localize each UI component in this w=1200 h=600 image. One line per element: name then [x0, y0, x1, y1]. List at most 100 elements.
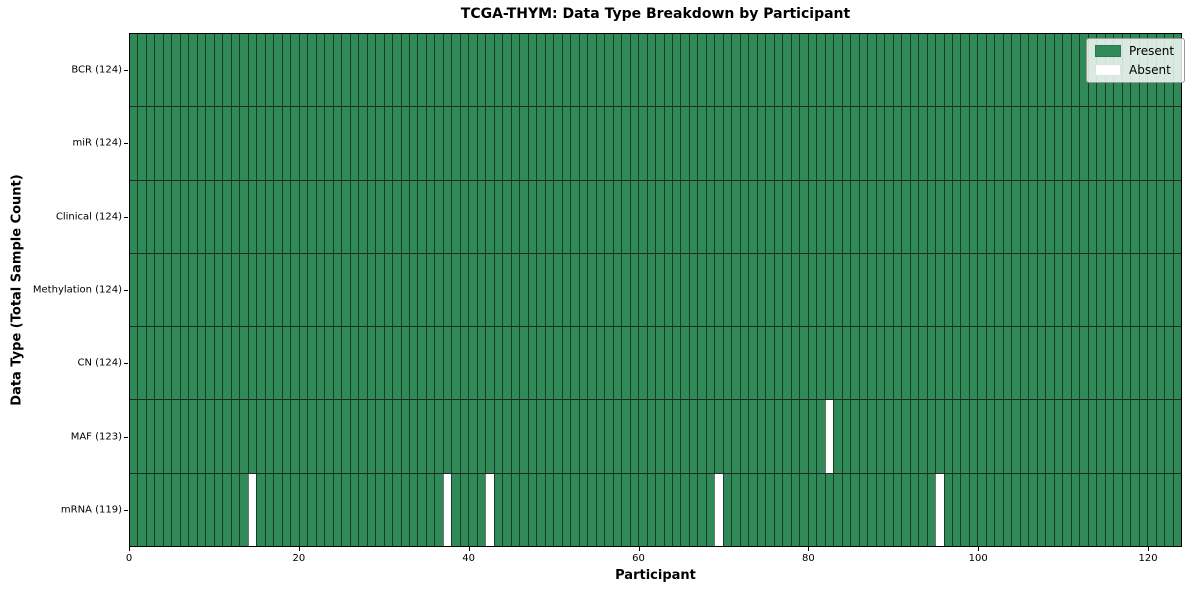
heatmap-cell	[264, 107, 274, 180]
heatmap-cell	[527, 473, 537, 546]
heatmap-cell	[748, 180, 757, 253]
heatmap-cell	[1087, 400, 1097, 473]
legend-item-absent: Absent	[1095, 63, 1174, 77]
heatmap-cell	[281, 107, 291, 180]
heatmap-cell	[561, 253, 571, 327]
heatmap-cell	[790, 400, 800, 473]
heatmap-cell	[1045, 34, 1054, 107]
heatmap-cell	[799, 180, 808, 253]
heatmap-cell	[527, 180, 537, 253]
heatmap-cell	[867, 253, 876, 327]
legend-label: Absent	[1129, 63, 1171, 77]
heatmap-cell	[960, 34, 969, 107]
heatmap-cell	[697, 327, 706, 400]
heatmap-cell	[722, 107, 732, 180]
heatmap-cell	[281, 180, 291, 253]
heatmap-cell	[1172, 400, 1182, 473]
heatmap-cell	[375, 327, 384, 400]
heatmap-row-methylation	[130, 253, 1182, 328]
heatmap-cell	[298, 107, 308, 180]
heatmap-cell	[468, 34, 477, 107]
ytick-mark	[124, 217, 128, 218]
heatmap-cell	[918, 180, 927, 253]
heatmap-cell	[239, 400, 248, 473]
heatmap-cell	[655, 34, 664, 107]
heatmap-cell	[850, 107, 859, 180]
heatmap-cell	[247, 473, 257, 546]
heatmap-cell	[442, 34, 452, 107]
heatmap-cell	[230, 253, 240, 327]
heatmap-cell	[739, 327, 749, 400]
heatmap-cell	[688, 253, 698, 327]
heatmap-cell	[994, 473, 1003, 546]
heatmap-cell	[1130, 180, 1139, 253]
heatmap-cell	[536, 107, 545, 180]
xtick-label-20: 20	[292, 553, 306, 564]
heatmap-cell	[1062, 473, 1071, 546]
heatmap-cell	[1172, 180, 1182, 253]
heatmap-cell	[756, 107, 766, 180]
heatmap-cell	[935, 34, 944, 107]
heatmap-cell	[918, 400, 927, 473]
heatmap-cell	[688, 327, 698, 400]
heatmap-cell	[493, 400, 503, 473]
heatmap-cell	[951, 107, 961, 180]
heatmap-cell	[315, 180, 325, 253]
heatmap-cell	[672, 34, 681, 107]
heatmap-cell	[722, 473, 732, 546]
heatmap-cell	[672, 327, 681, 400]
heatmap-cell	[756, 400, 766, 473]
heatmap-cell	[782, 400, 791, 473]
legend-swatch-absent	[1095, 64, 1121, 76]
heatmap-cell	[179, 107, 189, 180]
heatmap-cell	[578, 253, 588, 327]
heatmap-cell	[137, 473, 146, 546]
heatmap-cell	[1045, 107, 1054, 180]
heatmap-cell	[1062, 327, 1071, 400]
heatmap-cell	[162, 180, 172, 253]
heatmap-cell	[358, 473, 367, 546]
heatmap-cell	[918, 253, 927, 327]
heatmap-cell	[985, 253, 995, 327]
heatmap-cell	[935, 473, 944, 546]
heatmap-cell	[1155, 400, 1165, 473]
heatmap-cell	[824, 107, 834, 180]
heatmap-cell	[459, 327, 469, 400]
heatmap-cell	[646, 473, 656, 546]
heatmap-cell	[145, 34, 155, 107]
heatmap-cell	[1172, 107, 1182, 180]
heatmap-cell	[256, 473, 265, 546]
heatmap-cell	[171, 34, 180, 107]
heatmap-cell	[858, 34, 868, 107]
heatmap-cell	[697, 180, 706, 253]
heatmap-cell	[510, 34, 520, 107]
heatmap-cell	[1019, 253, 1029, 327]
heatmap-cell	[1104, 473, 1114, 546]
heatmap-cell	[493, 327, 503, 400]
heatmap-cell	[1121, 107, 1131, 180]
heatmap-cell	[994, 253, 1003, 327]
heatmap-cell	[663, 253, 672, 327]
heatmap-cell	[213, 473, 223, 546]
heatmap-cell	[1113, 253, 1122, 327]
heatmap-cell	[621, 34, 630, 107]
heatmap-cell	[434, 34, 443, 107]
heatmap-cell	[680, 34, 689, 107]
heatmap-row-cn	[130, 327, 1182, 401]
heatmap-cell	[451, 473, 460, 546]
heatmap-cell	[145, 473, 155, 546]
heatmap-cell	[442, 400, 452, 473]
heatmap-cell	[909, 473, 919, 546]
heatmap-cell	[977, 327, 986, 400]
heatmap-cell	[553, 400, 562, 473]
heatmap-cell	[1045, 400, 1054, 473]
heatmap-cell	[680, 253, 689, 327]
heatmap-cell	[281, 253, 291, 327]
heatmap-cell	[960, 180, 969, 253]
heatmap-cell	[968, 473, 978, 546]
heatmap-cell	[1002, 253, 1012, 327]
heatmap-cell	[468, 473, 477, 546]
heatmap-cell	[324, 473, 333, 546]
heatmap-cell	[1053, 253, 1063, 327]
heatmap-cell	[663, 400, 672, 473]
